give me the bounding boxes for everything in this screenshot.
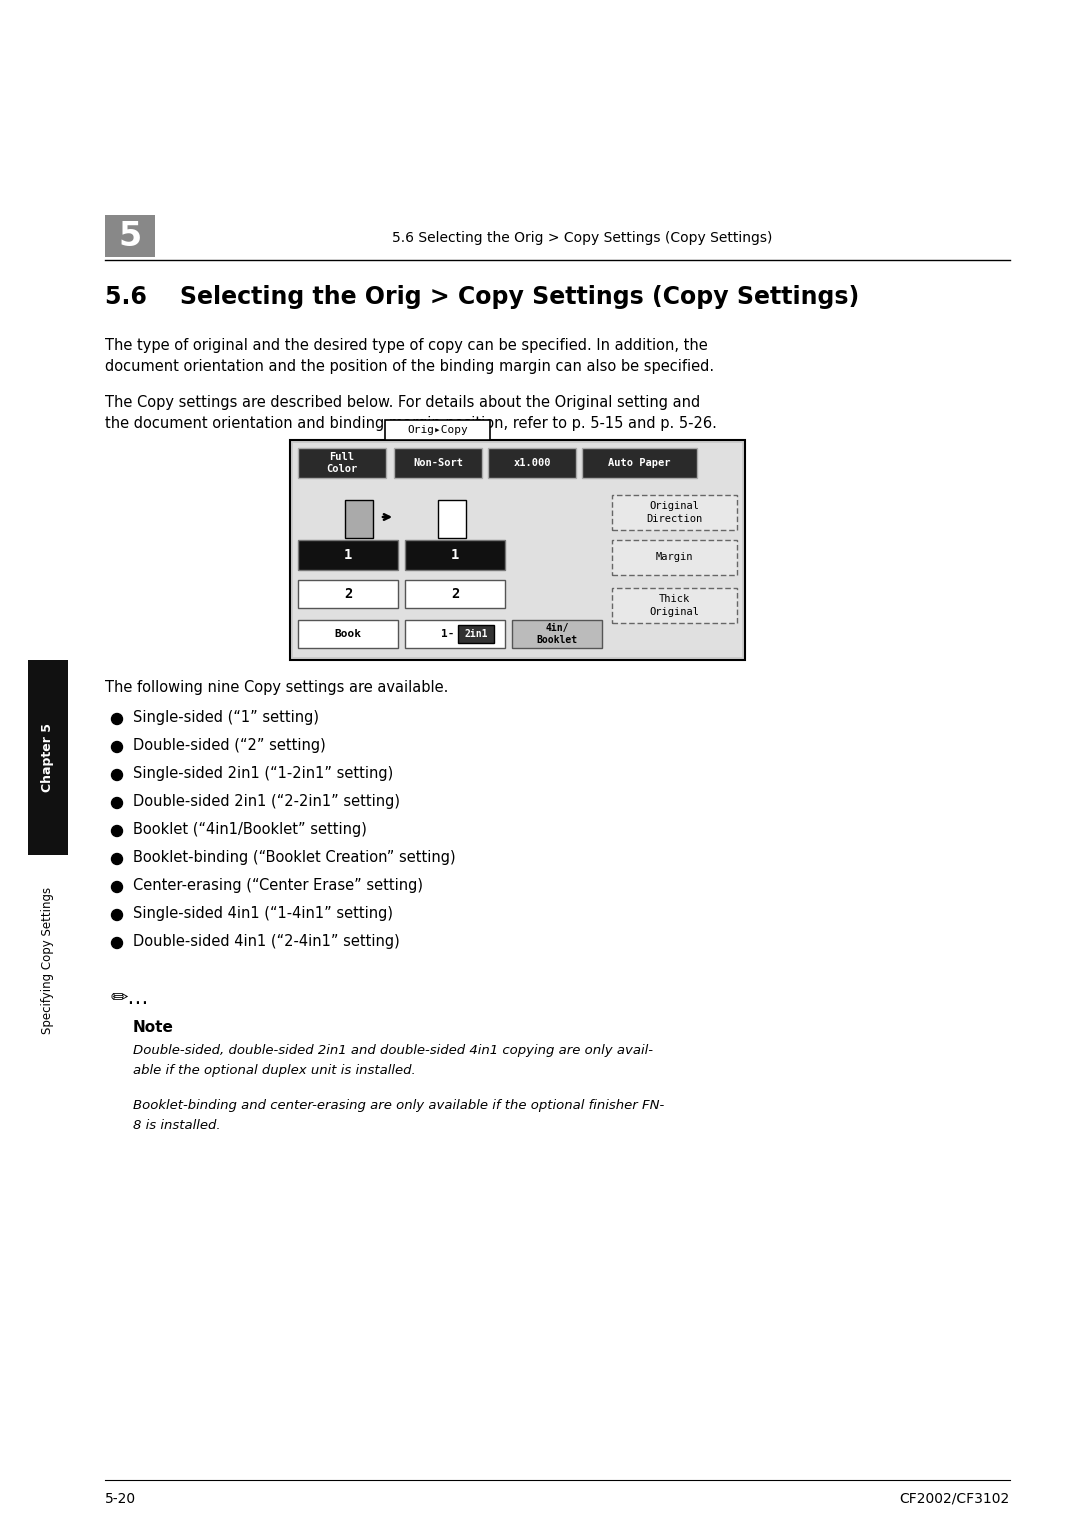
Text: Book: Book [335, 630, 362, 639]
Circle shape [111, 854, 122, 865]
Text: The type of original and the desired type of copy can be specified. In addition,: The type of original and the desired typ… [105, 338, 707, 353]
Circle shape [111, 714, 122, 724]
Text: Thick
Original: Thick Original [649, 594, 700, 617]
Text: Double-sided, double-sided 2in1 and double-sided 4in1 copying are only avail-: Double-sided, double-sided 2in1 and doub… [133, 1044, 653, 1057]
Text: Booklet-binding and center-erasing are only available if the optional finisher F: Booklet-binding and center-erasing are o… [133, 1099, 664, 1112]
Bar [612, 588, 737, 623]
Bar [345, 500, 373, 538]
Text: Chapter 5: Chapter 5 [41, 723, 54, 792]
Text: Booklet (“4in1/Booklet” setting): Booklet (“4in1/Booklet” setting) [133, 822, 367, 837]
Text: Booklet-binding (“Booklet Creation” setting): Booklet-binding (“Booklet Creation” sett… [133, 850, 456, 865]
Text: Full
Color: Full Color [326, 452, 357, 474]
Text: 5.6 Selecting the Orig > Copy Settings (Copy Settings): 5.6 Selecting the Orig > Copy Settings (… [392, 231, 772, 244]
Bar [405, 620, 505, 648]
Bar [28, 660, 68, 856]
Bar [298, 448, 386, 478]
Bar [298, 539, 399, 570]
Text: Specifying Copy Settings: Specifying Copy Settings [41, 886, 54, 1033]
Text: 2: 2 [450, 587, 459, 601]
Text: document orientation and the position of the binding margin can also be specifie: document orientation and the position of… [105, 359, 714, 374]
Text: Center-erasing (“Center Erase” setting): Center-erasing (“Center Erase” setting) [133, 879, 423, 892]
Circle shape [111, 825, 122, 836]
Text: Double-sided 2in1 (“2-2in1” setting): Double-sided 2in1 (“2-2in1” setting) [133, 795, 400, 808]
Bar [105, 215, 156, 257]
Bar [582, 448, 697, 478]
Text: 5-20: 5-20 [105, 1491, 136, 1507]
Text: Note: Note [133, 1021, 174, 1034]
Bar [298, 620, 399, 648]
Circle shape [111, 882, 122, 892]
Bar [438, 500, 465, 538]
Text: 1-: 1- [442, 630, 455, 639]
Bar [394, 448, 482, 478]
Bar [405, 581, 505, 608]
Circle shape [111, 909, 122, 920]
Bar [384, 420, 490, 440]
Text: Single-sided 2in1 (“1-2in1” setting): Single-sided 2in1 (“1-2in1” setting) [133, 766, 393, 781]
Text: 4in/
Booklet: 4in/ Booklet [537, 623, 578, 645]
Bar [293, 443, 742, 657]
Text: Margin: Margin [656, 553, 693, 562]
Circle shape [111, 741, 122, 752]
Text: 2in1: 2in1 [464, 630, 488, 639]
Text: Auto Paper: Auto Paper [608, 458, 671, 468]
Text: Orig▸Copy: Orig▸Copy [407, 425, 468, 435]
Text: Orig-
inal: Orig- inal [302, 504, 332, 527]
Text: Single-sided 4in1 (“1-4in1” setting): Single-sided 4in1 (“1-4in1” setting) [133, 906, 393, 921]
Text: x1.000: x1.000 [513, 458, 551, 468]
Text: 5: 5 [119, 220, 141, 252]
Text: able if the optional duplex unit is installed.: able if the optional duplex unit is inst… [133, 1063, 416, 1077]
Bar [405, 539, 505, 570]
Circle shape [111, 770, 122, 781]
Text: 1: 1 [343, 549, 352, 562]
Text: Copy: Copy [400, 504, 423, 515]
Bar [512, 620, 602, 648]
Text: ✏…: ✏… [110, 989, 148, 1008]
Bar [291, 440, 745, 660]
Circle shape [111, 798, 122, 808]
Bar [488, 448, 576, 478]
Text: Non-Sort: Non-Sort [413, 458, 463, 468]
Text: Double-sided 4in1 (“2-4in1” setting): Double-sided 4in1 (“2-4in1” setting) [133, 934, 400, 949]
Text: 8 is installed.: 8 is installed. [133, 1118, 220, 1132]
Text: 1: 1 [450, 549, 459, 562]
Bar [612, 495, 737, 530]
Text: CF2002/CF3102: CF2002/CF3102 [900, 1491, 1010, 1507]
Text: Single-sided (“1” setting): Single-sided (“1” setting) [133, 711, 319, 724]
Bar [458, 625, 494, 643]
Text: The following nine Copy settings are available.: The following nine Copy settings are ava… [105, 680, 448, 695]
Text: 5.6    Selecting the Orig > Copy Settings (Copy Settings): 5.6 Selecting the Orig > Copy Settings (… [105, 286, 860, 309]
Circle shape [111, 938, 122, 949]
Text: The Copy settings are described below. For details about the Original setting an: The Copy settings are described below. F… [105, 396, 700, 410]
Bar [298, 581, 399, 608]
Text: Double-sided (“2” setting): Double-sided (“2” setting) [133, 738, 326, 753]
Bar [612, 539, 737, 575]
Text: Original
Direction: Original Direction [646, 501, 703, 524]
Text: 2: 2 [343, 587, 352, 601]
Text: the document orientation and binding margin position, refer to p. 5-15 and p. 5-: the document orientation and binding mar… [105, 416, 717, 431]
